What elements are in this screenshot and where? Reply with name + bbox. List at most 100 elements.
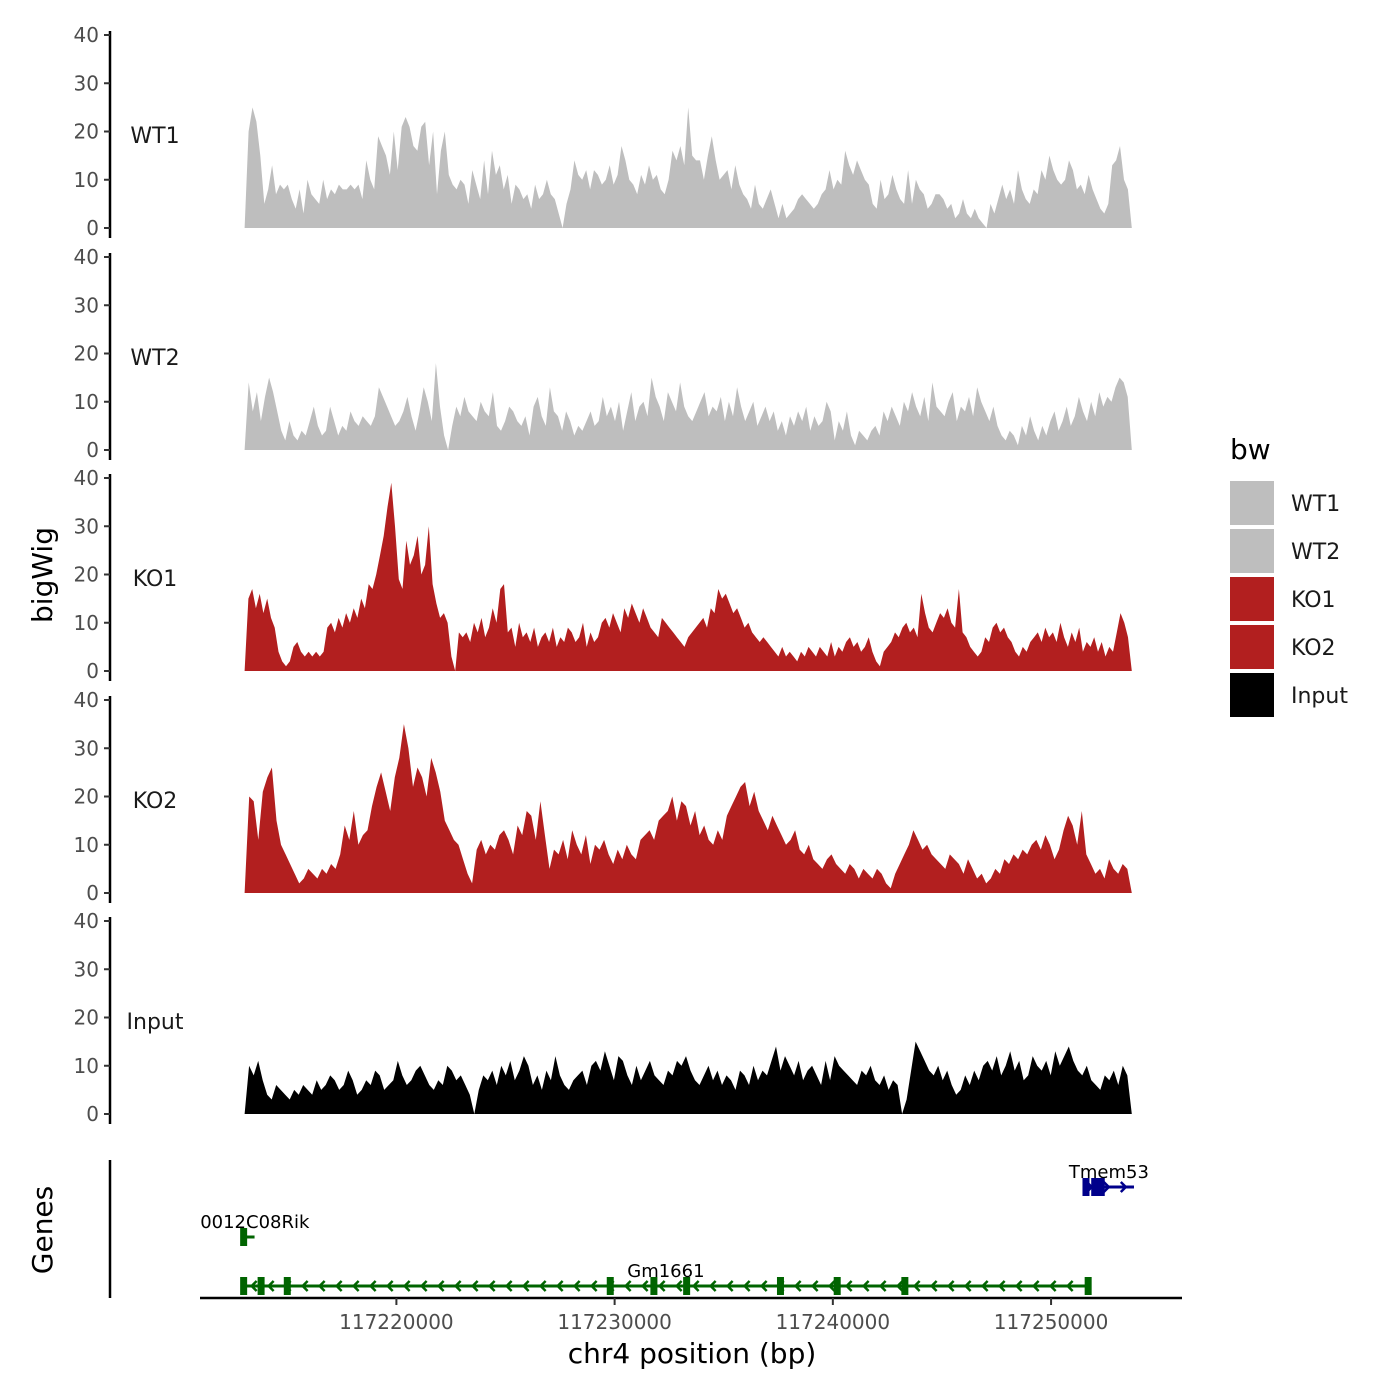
strand-arrow [317, 1280, 326, 1292]
y-tick-label: 10 [74, 833, 99, 857]
strand-arrow [334, 1280, 343, 1292]
strand-arrow [572, 1280, 581, 1292]
exon [257, 1277, 265, 1295]
y-tick-label: 40 [74, 466, 99, 490]
strand-arrow [997, 1280, 1006, 1292]
x-tick-label: 117240000 [776, 1310, 891, 1334]
strand-arrow [878, 1280, 887, 1292]
track-label: WT2 [130, 346, 179, 371]
strand-arrow [1048, 1280, 1057, 1292]
gene-gm1661: Gm1661 [240, 1261, 1092, 1295]
strand-arrow [266, 1280, 275, 1292]
exon [833, 1277, 841, 1295]
strand-arrow [555, 1280, 564, 1292]
x-axis: 117220000 117230000 117240000 117250000 [108, 1160, 1182, 1334]
y-tick-label: 20 [74, 563, 99, 587]
legend-label-ko1: KO1 [1291, 588, 1336, 613]
strand-arrow [980, 1280, 989, 1292]
track-label: KO2 [133, 789, 178, 814]
strand-arrow [589, 1280, 598, 1292]
y-tick-label: 10 [74, 1054, 99, 1078]
strand-arrow [657, 1280, 666, 1292]
y-tick-label: 30 [74, 514, 99, 538]
strand-arrow [419, 1280, 428, 1292]
strand-arrow [895, 1280, 904, 1292]
exon [901, 1277, 909, 1295]
genes-axis-title: Genes [26, 1186, 59, 1274]
y-tick-label: 30 [74, 293, 99, 317]
area-ko1 [244, 482, 1132, 671]
y-tick-label: 10 [74, 611, 99, 635]
y-tick-label: 40 [74, 23, 99, 47]
legend: WT1 WT2 KO1 KO2 Input [1230, 481, 1348, 717]
legend-label-wt1: WT1 [1291, 492, 1340, 517]
legend-key-ko2 [1230, 625, 1274, 669]
strand-arrow [504, 1280, 513, 1292]
y-tick-label: 30 [74, 71, 99, 95]
area-input [244, 1041, 1132, 1114]
y-tick-label: 20 [74, 342, 99, 366]
strand-arrow [436, 1280, 445, 1292]
strand-arrow [300, 1280, 309, 1292]
exon [1097, 1178, 1105, 1196]
strand-arrow [742, 1280, 751, 1292]
exon [1082, 1178, 1090, 1196]
strand-arrow [674, 1280, 683, 1292]
exon [650, 1277, 658, 1295]
y-axis-title: bigWig [26, 527, 59, 623]
gene-tmem53: Tmem53 [1068, 1162, 1149, 1196]
strand-arrow [453, 1280, 462, 1292]
strand-arrow [487, 1280, 496, 1292]
y-tick-label: 0 [86, 438, 99, 462]
strand-arrow [827, 1280, 836, 1292]
y-tick-label: 20 [74, 1006, 99, 1030]
strand-arrow [368, 1280, 377, 1292]
legend-key-wt1 [1230, 481, 1274, 525]
track-wt1: 0 10 20 30 40 WT1 [74, 23, 1132, 240]
exon [606, 1277, 614, 1295]
strand-arrow [351, 1280, 360, 1292]
track-ko2: 0 10 20 30 40 KO2 [74, 688, 1132, 905]
strand-arrow [929, 1280, 938, 1292]
legend-key-wt2 [1230, 529, 1274, 573]
x-axis-title: chr4 position (bp) [568, 1337, 817, 1370]
y-tick-label: 20 [74, 120, 99, 144]
strand-arrow [725, 1280, 734, 1292]
y-tick-label: 20 [74, 785, 99, 809]
x-tick-label: 117230000 [557, 1310, 672, 1334]
y-tick-label: 0 [86, 881, 99, 905]
track-input: 0 10 20 30 40 Input [74, 909, 1132, 1126]
y-tick-label: 30 [74, 736, 99, 760]
gene-label: Tmem53 [1068, 1162, 1149, 1183]
x-tick-label: 117250000 [994, 1310, 1109, 1334]
y-tick-label: 40 [74, 688, 99, 712]
strand-arrow [912, 1280, 921, 1292]
y-tick-label: 0 [86, 659, 99, 683]
track-label: Input [127, 1010, 184, 1035]
strand-arrow [844, 1280, 853, 1292]
strand-arrow [623, 1280, 632, 1292]
strand-arrow [1102, 1181, 1111, 1193]
area-wt1 [244, 107, 1132, 228]
area-wt2 [244, 363, 1132, 450]
strand-arrow [1065, 1280, 1074, 1292]
genes-layer: 00012C08Rik Gm1661 Tmem53 [200, 1162, 1149, 1295]
x-tick-label: 117220000 [339, 1310, 454, 1334]
strand-arrow [402, 1280, 411, 1292]
strand-arrow [708, 1280, 717, 1292]
track-label: WT1 [130, 124, 179, 149]
strand-arrow [861, 1280, 870, 1292]
area-ko2 [244, 724, 1132, 893]
strand-arrow [470, 1280, 479, 1292]
strand-arrow [521, 1280, 530, 1292]
y-tick-label: 10 [74, 168, 99, 192]
strand-arrow [385, 1280, 394, 1292]
strand-arrow [759, 1280, 768, 1292]
legend-title: bw [1230, 433, 1271, 466]
strand-arrow [810, 1280, 819, 1292]
y-tick-label: 40 [74, 909, 99, 933]
strand-arrow [1031, 1280, 1040, 1292]
legend-key-ko1 [1230, 577, 1274, 621]
exon [1084, 1277, 1092, 1295]
